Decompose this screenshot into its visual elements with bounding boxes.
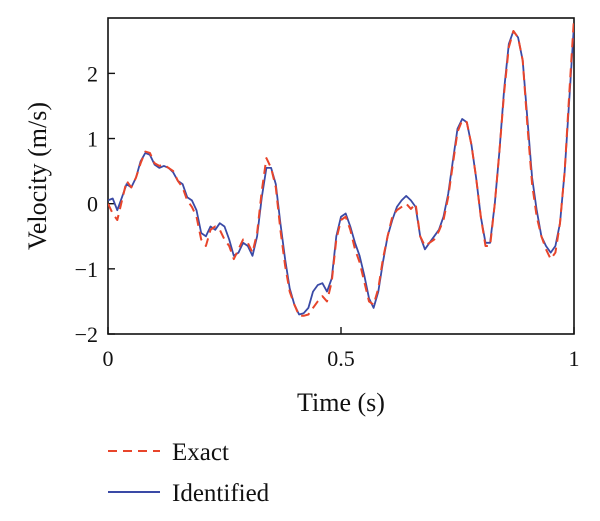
x-tick-label: 0.5 bbox=[327, 346, 355, 371]
y-tick-label: 1 bbox=[87, 127, 98, 152]
x-tick-label: 0 bbox=[103, 346, 114, 371]
series-line-exact bbox=[108, 18, 574, 317]
y-tick-label: 0 bbox=[87, 192, 98, 217]
axis-ticks: 0 0.5 1 −2 −1 0 1 2 bbox=[75, 61, 580, 371]
y-tick-label: −1 bbox=[75, 257, 98, 282]
y-axis-label: Velocity (m/s) bbox=[23, 102, 52, 250]
legend-label-identified: Identified bbox=[172, 480, 270, 507]
x-axis-label: Time (s) bbox=[297, 388, 385, 417]
series-layer bbox=[108, 18, 574, 317]
series-line-identified bbox=[108, 24, 574, 316]
legend-label-exact: Exact bbox=[172, 439, 229, 466]
plot-frame bbox=[107, 17, 575, 335]
y-tick-label: 2 bbox=[87, 61, 98, 86]
x-tick-label: 1 bbox=[569, 346, 580, 371]
legend: Exact Identified bbox=[108, 439, 270, 507]
y-tick-label: −2 bbox=[75, 322, 98, 347]
